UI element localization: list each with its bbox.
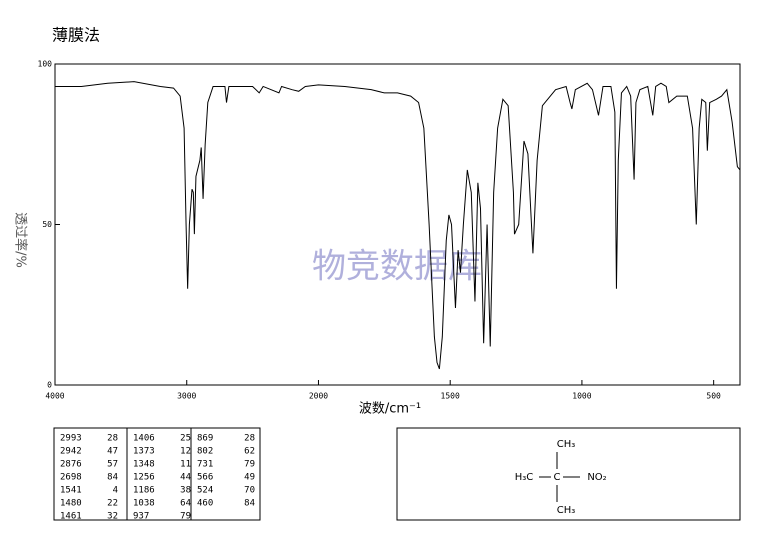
- peak-wavenumber: 524: [197, 486, 213, 496]
- group-top: CH₃: [557, 439, 576, 450]
- peak-wavenumber: 1461: [60, 512, 82, 522]
- peak-table-frame: [53, 427, 261, 521]
- x-tick-label: 1500: [441, 392, 460, 401]
- peak-transmittance: 12: [180, 447, 191, 457]
- peak-wavenumber: 2942: [60, 447, 82, 457]
- peak-transmittance: 70: [244, 486, 255, 496]
- peak-wavenumber: 1480: [60, 499, 82, 509]
- peak-wavenumber: 937: [133, 512, 149, 522]
- structure: CH₃ H₃C C NO₂ CH₃: [515, 439, 607, 516]
- y-tick-label: 100: [38, 60, 53, 69]
- peak-transmittance: 79: [180, 512, 191, 522]
- peak-transmittance: 84: [244, 499, 255, 509]
- y-tick-label: 50: [42, 220, 52, 229]
- peak-transmittance: 38: [180, 486, 191, 496]
- peak-wavenumber: 1406: [133, 434, 155, 444]
- peak-transmittance: 22: [107, 499, 118, 509]
- peak-wavenumber: 1186: [133, 486, 155, 496]
- spectrum-line: [55, 81, 741, 370]
- peak-wavenumber: 731: [197, 460, 213, 470]
- peak-transmittance: 32: [107, 512, 118, 522]
- peak-transmittance: 57: [107, 460, 118, 470]
- peak-wavenumber: 2993: [60, 434, 82, 444]
- x-tick-label: 500: [706, 392, 721, 401]
- peak-transmittance: 62: [244, 447, 255, 457]
- peak-transmittance: 47: [107, 447, 118, 457]
- peak-wavenumber: 1256: [133, 473, 155, 483]
- peak-transmittance: 84: [107, 473, 118, 483]
- peak-wavenumber: 460: [197, 499, 213, 509]
- peak-transmittance: 64: [180, 499, 191, 509]
- peak-wavenumber: 1038: [133, 499, 155, 509]
- group-left: H₃C: [515, 472, 534, 483]
- peak-transmittance: 4: [113, 486, 118, 496]
- group-right: NO₂: [587, 472, 606, 483]
- peak-wavenumber: 802: [197, 447, 213, 457]
- x-tick-label: 1000: [572, 392, 591, 401]
- group-bottom: CH₃: [557, 505, 576, 516]
- y-axis-label: 透过率/%: [13, 212, 29, 268]
- peak-wavenumber: 2876: [60, 460, 82, 470]
- peak-transmittance: 44: [180, 473, 191, 483]
- peak-transmittance: 28: [244, 434, 255, 444]
- y-tick-label: 0: [47, 381, 52, 390]
- x-axis-label: 波数/cm⁻¹: [359, 402, 421, 417]
- x-tick-label: 2000: [309, 392, 328, 401]
- peak-wavenumber: 869: [197, 434, 213, 444]
- peak-transmittance: 28: [107, 434, 118, 444]
- peak-wavenumber: 1373: [133, 447, 155, 457]
- peak-wavenumber: 1541: [60, 486, 82, 496]
- peak-transmittance: 49: [244, 473, 255, 483]
- atom-center: C: [554, 472, 561, 483]
- peak-wavenumber: 2698: [60, 473, 82, 483]
- plot-frame: [54, 63, 741, 386]
- peak-transmittance: 25: [180, 434, 191, 444]
- x-tick-label: 3000: [177, 392, 196, 401]
- peak-wavenumber: 1348: [133, 460, 155, 470]
- x-tick-label: 4000: [45, 392, 64, 401]
- chart-title: 薄膜法: [52, 26, 100, 45]
- peak-transmittance: 11: [180, 460, 191, 470]
- structure-frame: [396, 427, 741, 521]
- peak-wavenumber: 566: [197, 473, 213, 483]
- peak-transmittance: 79: [244, 460, 255, 470]
